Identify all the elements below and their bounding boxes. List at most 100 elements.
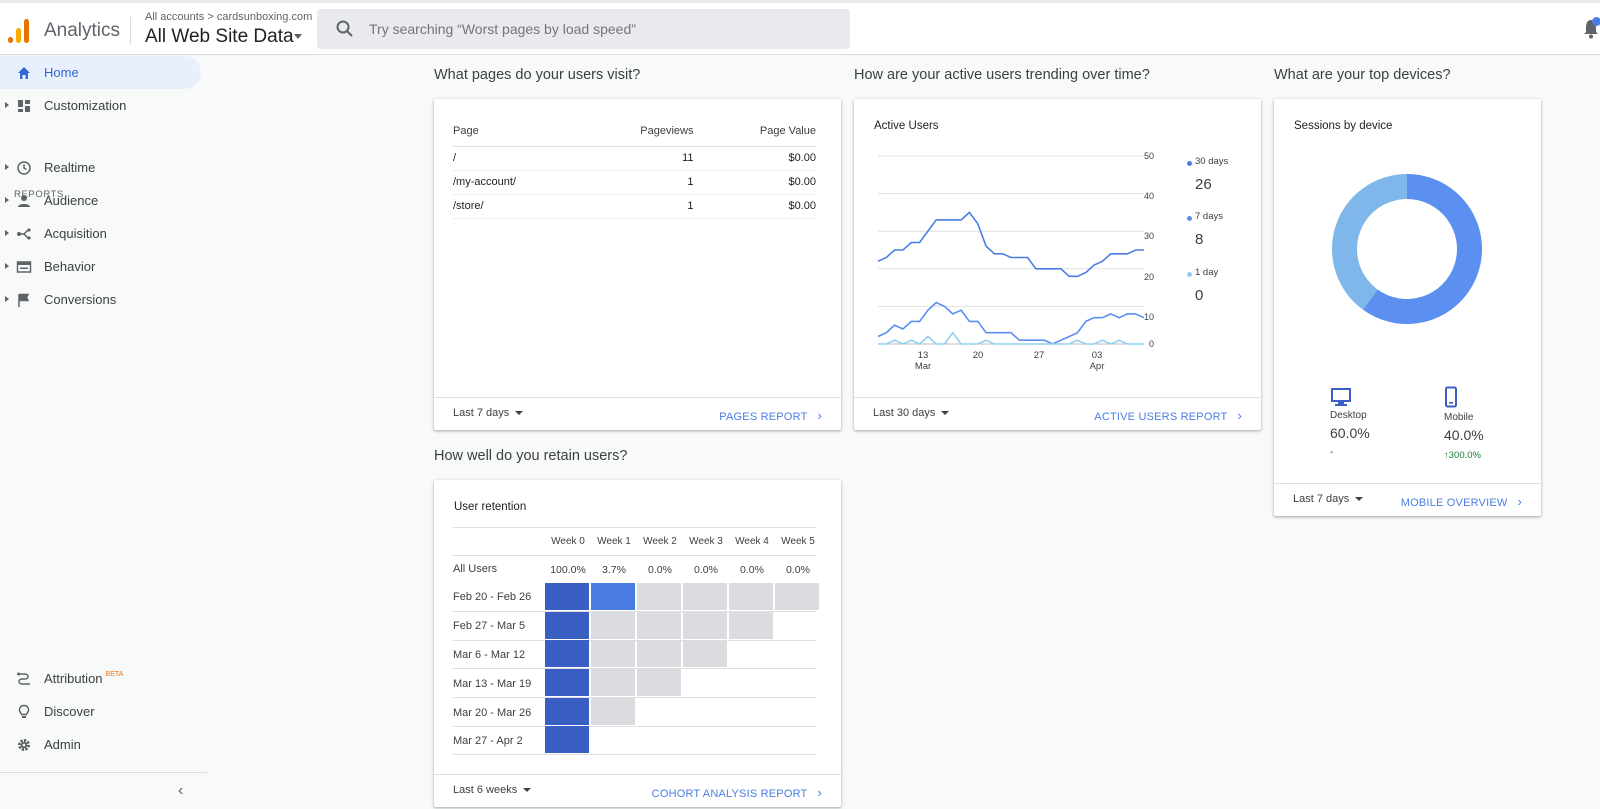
mobile-overview-link[interactable]: MOBILE OVERVIEW › (1401, 494, 1522, 509)
legend-dot-1-day (1187, 272, 1192, 277)
page-value: $0.00 (705, 146, 816, 171)
page-path-link[interactable]: / (453, 146, 578, 171)
date-range-selector[interactable]: Last 7 days (1293, 493, 1364, 505)
sidebar-item-label: Behavior (44, 259, 96, 274)
retention-cell[interactable] (545, 669, 589, 696)
sidebar-item-home[interactable]: Home (0, 56, 201, 89)
x-tick-day: 13 (917, 350, 929, 361)
expand-arrow-icon (5, 230, 9, 236)
cohort-label: Mar 6 - Mar 12 (453, 649, 526, 661)
account-breadcrumb[interactable]: All accounts > cardsunboxing.com (145, 11, 313, 23)
x-tick-label: 03 Apr (1082, 350, 1112, 372)
x-tick-month: Apr (1089, 361, 1105, 372)
column-header-page[interactable]: Page (453, 117, 578, 147)
active-users-report-link[interactable]: ACTIVE USERS REPORT › (1094, 408, 1242, 423)
row-divider (453, 611, 816, 612)
retention-cell[interactable] (545, 698, 589, 725)
reports-section-label: REPORTS (14, 189, 64, 200)
x-tick-label: 27 (1024, 350, 1054, 361)
retention-cell[interactable] (545, 583, 589, 610)
x-tick-day: 03 (1091, 350, 1103, 361)
retention-card: User retention Week 0 Week 1 Week 2 Week… (434, 480, 841, 807)
sidebar-item-discover[interactable]: Discover (0, 695, 201, 728)
cohort-analysis-report-link[interactable]: COHORT ANALYSIS REPORT › (652, 785, 822, 800)
sidebar-item-admin[interactable]: Admin (0, 728, 201, 761)
page-path-link[interactable]: /store/ (453, 194, 578, 219)
series-line-30-days[interactable] (877, 211, 1144, 278)
retention-cell[interactable] (545, 726, 589, 753)
date-range-selector[interactable]: Last 6 weeks (453, 784, 532, 796)
retention-cell[interactable] (729, 583, 773, 610)
retention-cell[interactable] (683, 583, 727, 610)
caret-down-icon (515, 411, 524, 416)
retention-cell[interactable] (591, 698, 635, 725)
property-selector[interactable]: All Web Site Data (145, 26, 294, 47)
retention-question: How well do you retain users? (434, 448, 628, 464)
search-bar[interactable] (317, 9, 850, 49)
retention-cell[interactable] (545, 612, 589, 639)
retention-pct: 3.7% (602, 564, 626, 576)
pages-report-link[interactable]: PAGES REPORT › (719, 408, 822, 423)
sidebar-item-behavior[interactable]: Behavior (0, 250, 201, 283)
sidebar-item-conversions[interactable]: Conversions (0, 283, 201, 316)
all-users-label: All Users (453, 563, 498, 575)
retention-cell[interactable] (683, 640, 727, 667)
retention-cell[interactable] (591, 669, 635, 696)
acquisition-icon (17, 228, 31, 240)
sidebar-item-attribution[interactable]: Attribution BETA (0, 662, 201, 695)
pageviews-value: 11 (577, 146, 706, 171)
sidebar-item-acquisition[interactable]: Acquisition (0, 217, 201, 250)
card-footer: Last 30 days ACTIVE USERS REPORT › (854, 397, 1261, 430)
sidebar-item-audience[interactable]: Audience (0, 184, 201, 217)
sidebar-item-label: Home (44, 65, 79, 80)
retention-cell[interactable] (545, 640, 589, 667)
week-header: Week 1 (597, 536, 631, 547)
series-line-7-days[interactable] (877, 301, 1145, 345)
retention-cell[interactable] (591, 612, 635, 639)
retention-cell[interactable] (637, 640, 681, 667)
sidebar-item-label: Audience (44, 193, 99, 208)
sidebar: Home Customization REPORTS Realtime Audi… (0, 55, 207, 809)
card-footer: Last 6 weeks COHORT ANALYSIS REPORT › (434, 774, 841, 807)
donut-slice-mobile[interactable] (1332, 174, 1407, 310)
home-icon (18, 67, 30, 79)
search-input[interactable] (369, 9, 839, 49)
desktop-icon (1331, 388, 1351, 406)
page-value: $0.00 (705, 194, 816, 219)
expand-arrow-icon (5, 296, 9, 302)
retention-cell[interactable] (683, 612, 727, 639)
sidebar-item-label: Conversions (44, 292, 117, 307)
sidebar-item-realtime[interactable]: Realtime (0, 151, 201, 184)
caret-down-icon[interactable] (294, 34, 302, 39)
divider (453, 527, 816, 528)
donut-slice-desktop[interactable] (1362, 174, 1482, 324)
date-range-selector[interactable]: Last 7 days (453, 407, 524, 419)
retention-cell[interactable] (637, 612, 681, 639)
column-header-page-value[interactable]: Page Value (705, 117, 816, 147)
column-header-pageviews[interactable]: Pageviews (577, 117, 706, 147)
date-range-selector[interactable]: Last 30 days (873, 407, 950, 419)
sessions-by-device-donut (1332, 174, 1482, 324)
legend-value-7-days: 8 (1195, 231, 1204, 248)
retention-cell[interactable] (775, 583, 819, 610)
retention-cell[interactable] (729, 612, 773, 639)
retention-cell[interactable] (637, 669, 681, 696)
analytics-logo[interactable] (8, 19, 30, 43)
series-line-1-day[interactable] (878, 331, 1144, 345)
page-path-link[interactable]: /my-account/ (453, 170, 578, 195)
behavior-icon (16, 261, 32, 273)
cohort-label: Mar 20 - Mar 26 (453, 707, 532, 719)
legend-value-1-day: 0 (1195, 287, 1204, 304)
pages-table: Page Pageviews Page Value / 11 $0.00 /my… (453, 117, 816, 219)
retention-cell[interactable] (637, 583, 681, 610)
chevron-right-icon: › (817, 408, 822, 423)
retention-cell[interactable] (591, 640, 635, 667)
x-tick-label: 20 (963, 350, 993, 361)
retention-cell[interactable] (591, 583, 635, 610)
cohort-label: Feb 27 - Mar 5 (453, 620, 526, 632)
caret-down-icon (1355, 497, 1364, 502)
collapse-sidebar-icon[interactable]: ‹ (178, 782, 184, 799)
legend-value-30-days: 26 (1195, 176, 1212, 193)
date-range-label: Last 7 days (453, 407, 510, 419)
sidebar-item-customization[interactable]: Customization (0, 89, 201, 122)
